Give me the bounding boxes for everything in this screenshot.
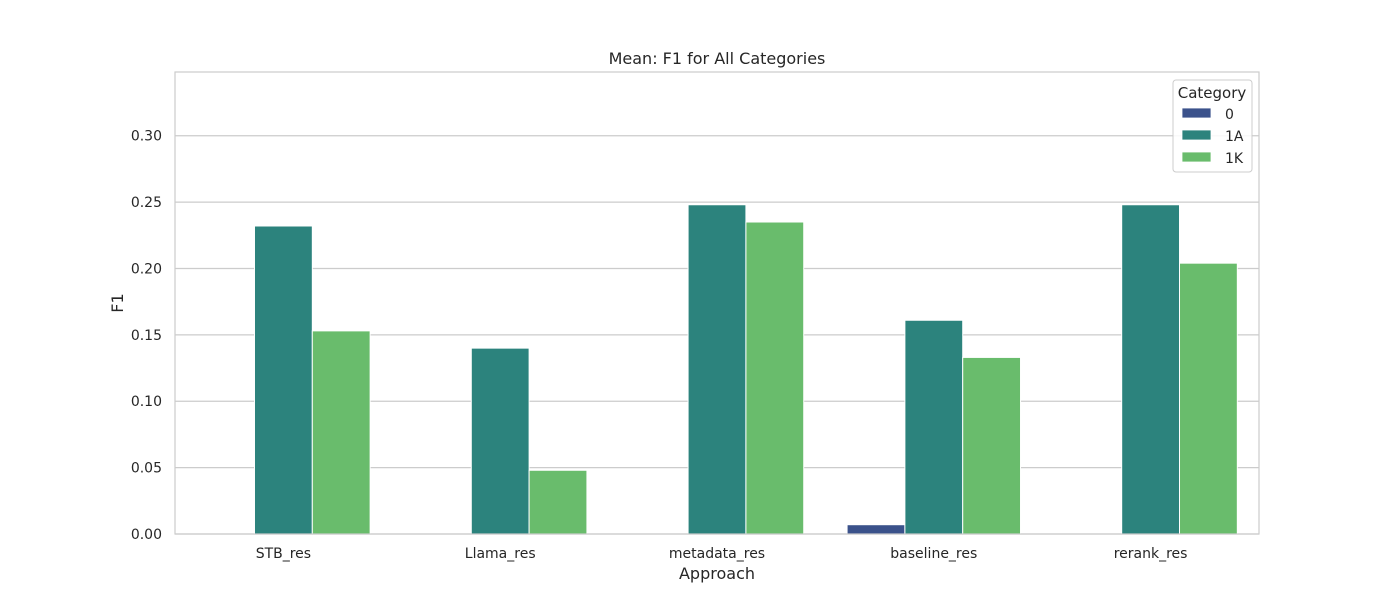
legend-box bbox=[1172, 79, 1253, 173]
x-tick-label: rerank_res bbox=[1114, 546, 1188, 562]
x-tick-labels: STB_res Llama_res metadata_res baseline_res… bbox=[256, 546, 1188, 562]
bar-1A-metadata_res bbox=[687, 204, 747, 535]
y-tick-label: 0.00 bbox=[131, 527, 162, 543]
legend-swatch-1A bbox=[1181, 129, 1212, 141]
bar-1K-metadata_res bbox=[745, 221, 805, 535]
bar-1K-Llama_res bbox=[528, 469, 588, 535]
legend-label-1K: 1K bbox=[1225, 151, 1244, 167]
bar-1A-rerank_res bbox=[1121, 204, 1181, 535]
y-tick-label: 0.20 bbox=[131, 261, 162, 277]
bar-0-baseline_res bbox=[846, 524, 906, 535]
x-axis-label: Approach bbox=[679, 564, 755, 583]
bar-1K-STB_res bbox=[311, 330, 371, 535]
y-axis-label: F1 bbox=[108, 293, 127, 312]
y-tick-label: 0.15 bbox=[131, 328, 162, 344]
bar-1K-baseline_res bbox=[962, 356, 1022, 535]
plot-frame bbox=[174, 71, 1260, 535]
y-tick-label: 0.05 bbox=[131, 461, 162, 477]
legend-label-0: 0 bbox=[1225, 107, 1234, 123]
x-tick-label: metadata_res bbox=[669, 546, 765, 562]
bar-1A-Llama_res bbox=[470, 347, 530, 535]
x-tick-label: Llama_res bbox=[465, 546, 536, 562]
bar-1K-rerank_res bbox=[1179, 262, 1238, 535]
y-tick-label: 0.10 bbox=[131, 394, 162, 410]
y-tick-label: 0.25 bbox=[131, 195, 162, 211]
legend-swatch-1K bbox=[1181, 151, 1212, 163]
chart-title: Mean: F1 for All Categories bbox=[609, 49, 826, 68]
x-tick-label: baseline_res bbox=[890, 546, 977, 562]
legend-swatch-0 bbox=[1181, 107, 1212, 119]
legend: Category 0 1A 1K bbox=[1172, 79, 1253, 173]
legend-items: 0 1A 1K bbox=[1181, 107, 1244, 167]
legend-title: Category bbox=[1178, 84, 1247, 102]
x-tick-label: STB_res bbox=[256, 546, 311, 562]
y-tick-labels: 0.00 0.05 0.10 0.15 0.20 0.25 0.30 bbox=[131, 129, 162, 543]
legend-label-1A: 1A bbox=[1225, 129, 1244, 145]
bar-1A-STB_res bbox=[253, 225, 313, 535]
y-tick-label: 0.30 bbox=[131, 129, 162, 145]
bar-1A-baseline_res bbox=[904, 319, 964, 535]
